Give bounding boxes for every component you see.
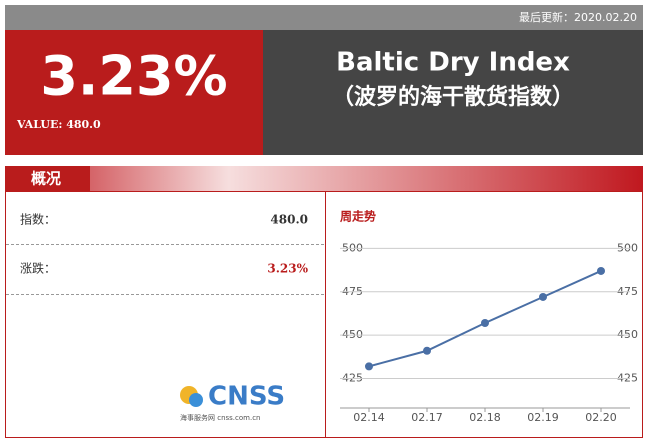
title-box bbox=[263, 30, 643, 155]
section-title: 概况 bbox=[31, 170, 61, 188]
point bbox=[365, 362, 373, 371]
section-tab bbox=[5, 166, 90, 191]
row-label: 指数： bbox=[20, 212, 56, 227]
x-tick-label: 02.18 bbox=[469, 411, 501, 424]
row-value: 480.0 bbox=[270, 213, 308, 227]
index-subtitle: （波罗的海干散货指数） bbox=[332, 84, 574, 110]
line bbox=[368, 270, 602, 368]
index-title: Baltic Dry Index bbox=[336, 48, 570, 78]
x-tick-label: 02.14 bbox=[353, 411, 385, 424]
chart-title: 周走势 bbox=[340, 209, 376, 224]
x-tick-label: 02.17 bbox=[411, 411, 443, 424]
logo: CNSS 海事服务网 cnss.com.cn bbox=[180, 382, 285, 422]
point bbox=[539, 292, 547, 301]
row-label: 涨跌： bbox=[20, 261, 56, 276]
section-bar bbox=[5, 166, 643, 191]
x-tick-label: 02.19 bbox=[527, 411, 559, 424]
section-box bbox=[5, 191, 643, 438]
top-bar bbox=[5, 5, 643, 30]
row-value: 3.23% bbox=[267, 262, 308, 276]
point bbox=[481, 319, 489, 327]
point bbox=[423, 346, 431, 355]
update-time: 最后更新：2020.02.20 bbox=[519, 10, 637, 24]
logo-tagline: 海事服务网 cnss.com.cn bbox=[180, 413, 261, 422]
point bbox=[597, 266, 605, 275]
logo-name: CNSS bbox=[208, 382, 285, 412]
change-value: 3.23% bbox=[40, 45, 227, 108]
logo-icon bbox=[189, 393, 203, 407]
x-tick-label: 02.20 bbox=[585, 411, 617, 424]
change-box bbox=[5, 30, 263, 155]
value-label: VALUE: 480.0 bbox=[16, 118, 101, 131]
